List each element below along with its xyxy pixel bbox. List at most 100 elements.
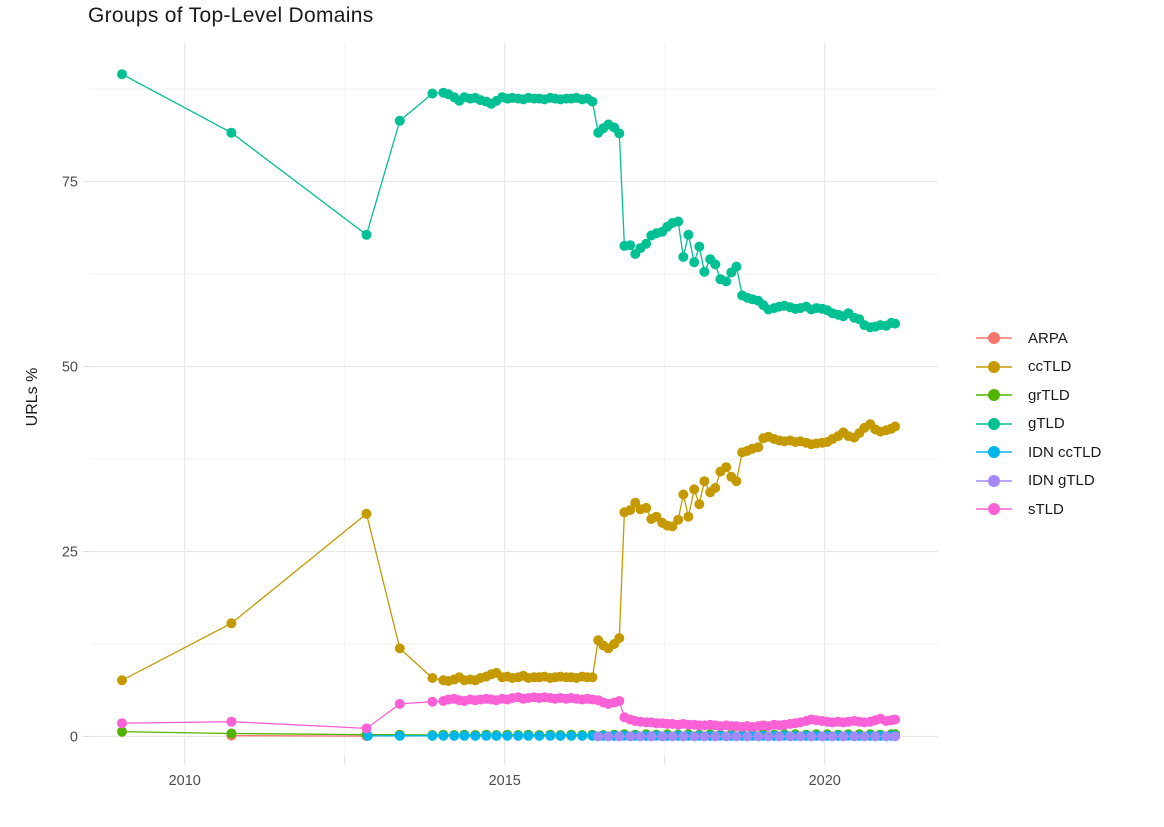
series-point-IDN-gTLD xyxy=(890,731,901,742)
series-point-IDN-gTLD xyxy=(678,731,689,742)
legend-key-icon xyxy=(976,445,1012,459)
x-tick-label: 2010 xyxy=(169,773,201,789)
series-point-IDN-ccTLD xyxy=(534,730,545,741)
legend-label: ccTLD xyxy=(1028,358,1072,376)
series-point-gTLD xyxy=(614,128,625,139)
series-point-IDN-ccTLD xyxy=(566,730,577,741)
series-point-IDN-gTLD xyxy=(774,731,785,742)
series-point-ccTLD xyxy=(673,514,684,525)
series-point-IDN-ccTLD xyxy=(449,730,460,741)
series-point-IDN-gTLD xyxy=(593,731,604,742)
series-point-IDN-gTLD xyxy=(699,731,710,742)
series-point-ccTLD xyxy=(710,482,721,493)
legend-label: IDN ccTLD xyxy=(1028,443,1102,461)
series-point-IDN-gTLD xyxy=(785,731,796,742)
series-point-IDN-gTLD xyxy=(827,731,838,742)
series-point-gTLD xyxy=(678,252,689,262)
legend-label: grTLD xyxy=(1028,386,1070,404)
series-point-IDN-gTLD xyxy=(795,731,806,742)
series-point-ccTLD xyxy=(699,476,710,487)
series-point-ccTLD xyxy=(226,618,237,629)
series-line-ccTLD xyxy=(121,423,896,682)
x-tick-label: 2015 xyxy=(489,773,521,789)
series-point-IDN-gTLD xyxy=(742,731,753,742)
legend-item-grTLD: grTLD xyxy=(976,381,1101,410)
y-tick-label: 75 xyxy=(62,175,78,191)
series-point-IDN-ccTLD xyxy=(513,730,524,741)
series-point-IDN-ccTLD xyxy=(459,730,470,741)
series-point-ccTLD xyxy=(678,489,689,500)
series-point-ccTLD xyxy=(753,442,764,453)
series-point-gTLD xyxy=(710,259,721,270)
legend-item-IDN-ccTLD: IDN ccTLD xyxy=(976,438,1101,467)
series-point-grTLD xyxy=(226,728,237,739)
legend-label: IDN gTLD xyxy=(1028,472,1095,490)
legend-key-icon xyxy=(976,474,1012,488)
legend-item-sTLD: sTLD xyxy=(976,495,1101,524)
series-point-IDN-gTLD xyxy=(635,731,646,742)
x-tick-label: 2020 xyxy=(809,773,841,789)
series-point-IDN-gTLD xyxy=(859,731,870,742)
series-point-gTLD xyxy=(731,261,742,272)
series-point-ccTLD xyxy=(721,462,732,473)
series-point-ccTLD xyxy=(641,502,652,513)
series-point-IDN-gTLD xyxy=(603,731,614,742)
legend-item-gTLD: gTLD xyxy=(976,410,1101,439)
series-point-IDN-ccTLD xyxy=(545,730,556,741)
series-point-gTLD xyxy=(890,318,901,329)
y-tick-label: 50 xyxy=(62,360,78,376)
series-point-sTLD xyxy=(117,718,127,729)
series-point-IDN-ccTLD xyxy=(491,730,502,741)
series-point-gTLD xyxy=(226,127,237,138)
series-point-gTLD xyxy=(673,216,684,227)
series-point-IDN-gTLD xyxy=(721,731,732,742)
series-point-gTLD xyxy=(361,229,372,240)
series-point-sTLD xyxy=(614,696,625,706)
series-point-IDN-gTLD xyxy=(870,731,881,742)
series-point-IDN-ccTLD xyxy=(523,730,534,741)
legend-item-IDN-gTLD: IDN gTLD xyxy=(976,467,1101,496)
legend-key-icon xyxy=(976,417,1012,431)
series-point-gTLD xyxy=(689,257,700,268)
legend-key-icon xyxy=(976,331,1012,345)
series-point-ccTLD xyxy=(361,508,372,519)
series-point-IDN-gTLD xyxy=(817,731,828,742)
series-point-gTLD xyxy=(721,276,732,287)
legend-key-icon xyxy=(976,388,1012,402)
series-point-IDN-gTLD xyxy=(646,731,657,742)
series-point-gTLD xyxy=(683,229,694,240)
series-point-gTLD xyxy=(694,241,705,252)
series-point-IDN-ccTLD xyxy=(502,730,513,741)
series-line-gTLD xyxy=(121,73,896,328)
series-point-IDN-gTLD xyxy=(881,731,892,742)
y-tick-label: 25 xyxy=(62,545,78,561)
series-point-sTLD xyxy=(361,723,372,734)
series-point-ccTLD xyxy=(667,521,678,532)
series-point-IDN-gTLD xyxy=(763,731,774,742)
series-point-IDN-ccTLD xyxy=(577,730,588,741)
series-point-ccTLD xyxy=(587,672,598,683)
series-line-ARPA xyxy=(231,734,367,737)
series-point-gTLD xyxy=(625,240,636,251)
series-point-IDN-ccTLD xyxy=(427,730,438,741)
legend-label: ARPA xyxy=(1028,329,1068,347)
series-point-IDN-ccTLD xyxy=(362,730,373,741)
series-point-ccTLD xyxy=(427,673,438,683)
series-point-ccTLD xyxy=(683,511,694,522)
series-point-IDN-gTLD xyxy=(731,731,742,742)
series-point-sTLD xyxy=(226,716,237,727)
y-tick-label: 0 xyxy=(70,730,78,746)
series-point-ccTLD xyxy=(731,476,742,487)
series-point-IDN-gTLD xyxy=(710,731,721,742)
legend-label: sTLD xyxy=(1028,500,1064,518)
series-point-IDN-gTLD xyxy=(657,731,668,742)
series-point-IDN-gTLD xyxy=(849,731,860,742)
series-point-IDN-gTLD xyxy=(838,731,849,742)
legend-item-ccTLD: ccTLD xyxy=(976,353,1101,382)
series-point-ccTLD xyxy=(614,633,625,644)
chart-title: Groups of Top-Level Domains xyxy=(88,4,374,27)
series-point-IDN-ccTLD xyxy=(481,730,492,741)
series-point-IDN-gTLD xyxy=(667,731,678,742)
